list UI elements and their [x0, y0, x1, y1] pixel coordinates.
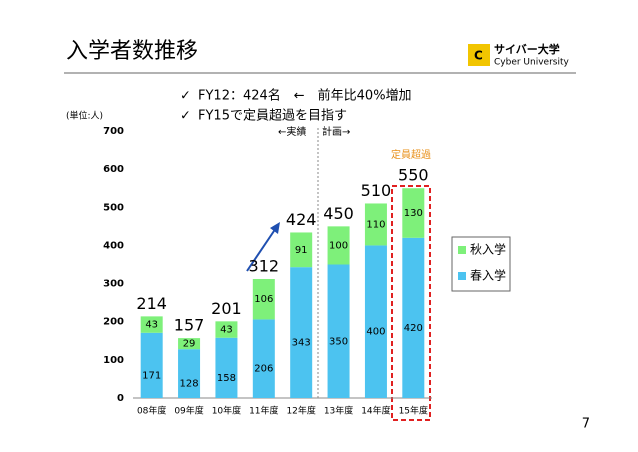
- value-label: 171: [142, 370, 161, 381]
- total-label: 312: [249, 256, 280, 275]
- annotation: 計画→: [322, 125, 350, 138]
- bar-segment: [402, 188, 425, 238]
- x-tick-label: 14年度: [361, 405, 390, 417]
- y-tick-label: 500: [103, 202, 124, 213]
- growth-arrow-head: [270, 222, 280, 234]
- value-label: 420: [404, 323, 423, 334]
- total-label: 157: [174, 316, 205, 335]
- total-label: 424: [286, 210, 317, 229]
- total-label: 214: [136, 294, 167, 313]
- bullet: FY12：424名 ← 前年比40%増加: [198, 88, 412, 104]
- total-label: 550: [398, 166, 429, 185]
- bullet-check: ✓: [180, 109, 191, 124]
- bar-segment: [140, 332, 163, 398]
- x-tick-label: 11年度: [249, 405, 278, 417]
- value-label: 110: [366, 219, 385, 230]
- bar-segment: [252, 319, 275, 398]
- bar-segment: [178, 349, 201, 398]
- bar-segment: [215, 337, 238, 398]
- bar-segment: [140, 316, 163, 333]
- bar-segment: [290, 232, 313, 268]
- value-label: 43: [145, 320, 158, 331]
- value-label: 100: [329, 240, 348, 251]
- value-label: 106: [254, 294, 273, 305]
- annotation: ←実績: [278, 125, 306, 138]
- total-label: 450: [323, 204, 354, 223]
- y-tick-label: 300: [103, 279, 124, 290]
- legend-swatch: [458, 246, 466, 254]
- value-label: 91: [295, 245, 308, 256]
- total-label: 510: [361, 181, 392, 200]
- bar-segment: [252, 278, 275, 320]
- value-label: 130: [404, 208, 423, 219]
- y-tick-label: 600: [103, 164, 124, 175]
- page-number: 7: [582, 417, 590, 432]
- value-label: 43: [220, 325, 233, 336]
- annotation: 定員超過: [391, 148, 431, 161]
- bar-segment: [290, 267, 313, 398]
- logo-en: Cyber University: [494, 58, 569, 68]
- bar-segment: [327, 226, 350, 265]
- bullet-check: ✓: [180, 89, 191, 104]
- bar-segment: [178, 338, 201, 350]
- y-tick-label: 0: [117, 393, 124, 404]
- x-tick-label: 10年度: [212, 405, 241, 417]
- unit-label: (単位:人): [66, 110, 103, 122]
- value-label: 29: [183, 339, 196, 350]
- value-label: 206: [254, 364, 273, 375]
- bar-segment: [364, 203, 387, 246]
- value-label: 400: [366, 327, 385, 338]
- value-label: 128: [180, 379, 199, 390]
- x-tick-label: 15年度: [399, 405, 428, 417]
- value-label: 158: [217, 373, 236, 384]
- total-label: 201: [211, 299, 242, 318]
- slide-title: 入学者数推移: [66, 39, 198, 64]
- legend-swatch: [458, 272, 466, 280]
- highlight-box: [391, 185, 431, 421]
- y-tick-label: 200: [103, 317, 124, 328]
- x-tick-label: 13年度: [324, 405, 353, 417]
- value-label: 343: [292, 338, 311, 349]
- y-tick-label: 700: [103, 126, 124, 137]
- logo-cu: C: [474, 49, 483, 63]
- y-tick-label: 400: [103, 240, 124, 251]
- x-tick-label: 09年度: [174, 405, 203, 417]
- value-label: 350: [329, 336, 348, 347]
- logo-jp: サイバー大学: [494, 42, 560, 56]
- x-tick-label: 08年度: [137, 405, 166, 417]
- bar-segment: [215, 321, 238, 338]
- bar-segment: [327, 264, 350, 398]
- legend-label: 春入学: [470, 268, 506, 283]
- growth-arrow: [246, 227, 277, 272]
- y-tick-label: 100: [103, 355, 124, 366]
- legend-label: 秋入学: [470, 242, 506, 257]
- bullet: FY15で定員超過を目指す: [198, 109, 347, 124]
- bar-segment: [364, 245, 387, 398]
- x-tick-label: 12年度: [286, 405, 315, 417]
- bar-segment: [402, 237, 425, 398]
- logo-mark: [468, 44, 490, 66]
